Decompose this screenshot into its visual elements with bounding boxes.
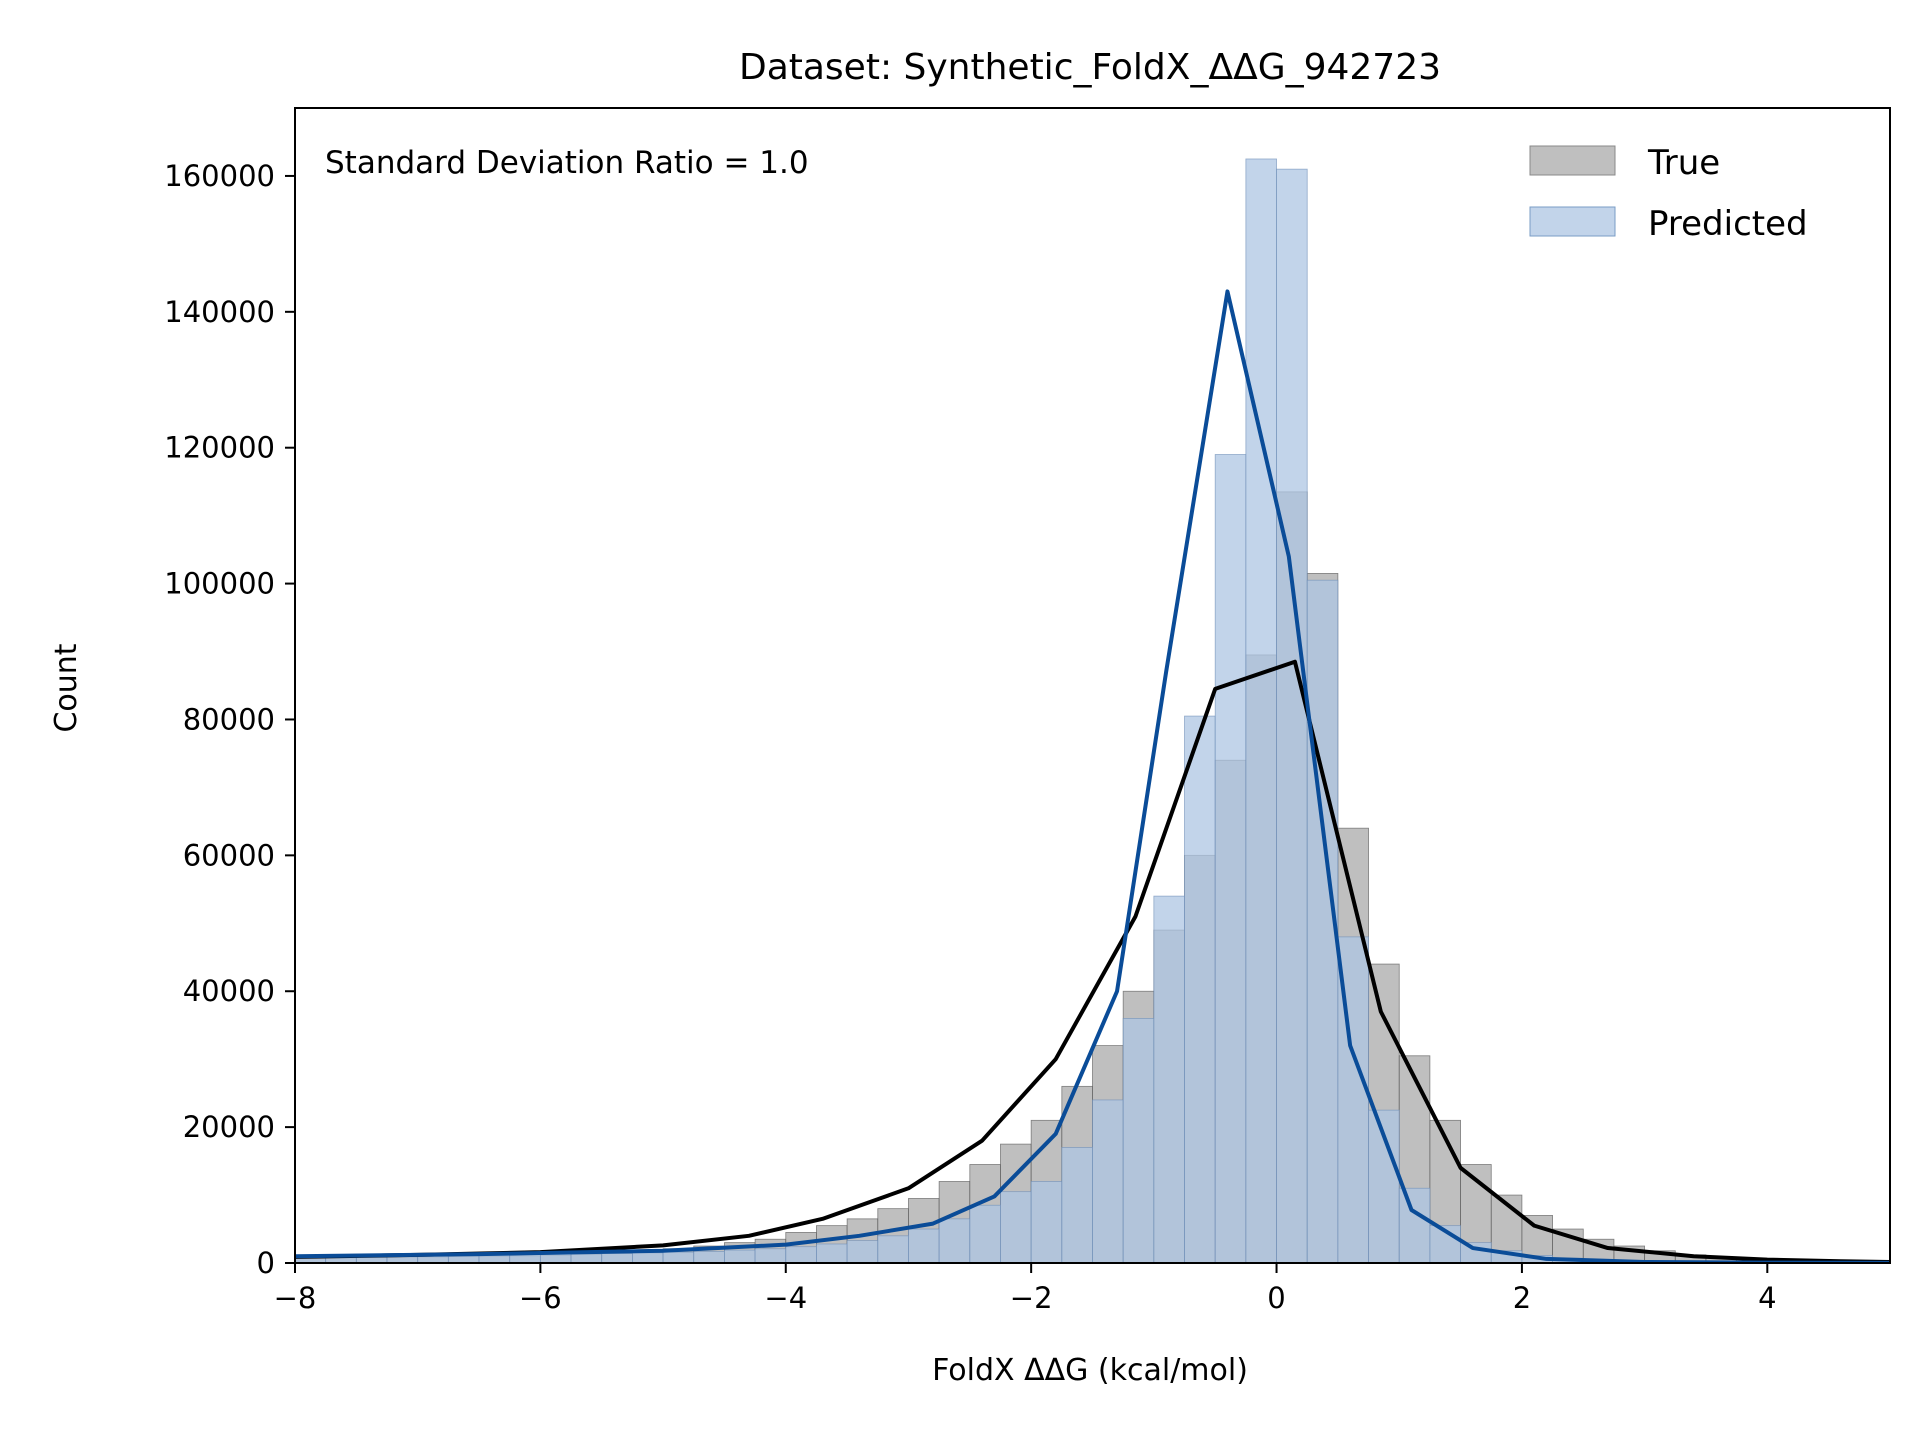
y-tick-label: 20000 <box>183 1110 275 1144</box>
x-axis: −8 −6 −4 −2 0 2 4 <box>274 1263 1777 1315</box>
bar-predicted-14 <box>724 1249 756 1263</box>
bar-predicted-16 <box>785 1246 817 1263</box>
bar-predicted-7 <box>509 1254 541 1263</box>
y-tick-label: 160000 <box>164 159 275 193</box>
bar-predicted-36 <box>1398 1187 1431 1263</box>
bar-predicted-15 <box>754 1248 787 1263</box>
bar-predicted-17 <box>816 1243 848 1263</box>
legend: True Predicted <box>1529 143 1808 244</box>
bar-predicted-29 <box>1184 715 1216 1263</box>
x-tick-label: −4 <box>764 1281 807 1315</box>
bar-predicted-23 <box>1000 1191 1032 1263</box>
bar-predicted-13 <box>693 1251 725 1263</box>
plot-frame <box>294 107 1891 1264</box>
sd-ratio-annotation: Standard Deviation Ratio = 1.0 <box>325 145 809 181</box>
bar-predicted-18 <box>846 1240 879 1263</box>
bar-predicted-12 <box>662 1251 695 1263</box>
y-tick-label: 140000 <box>164 295 275 329</box>
y-tick-label: 80000 <box>183 702 275 736</box>
bar-predicted-8 <box>539 1253 572 1263</box>
plot-area <box>295 158 1890 1263</box>
legend-swatch-true <box>1529 145 1616 176</box>
bar-predicted-27 <box>1122 1018 1155 1263</box>
bar-predicted-9 <box>570 1253 603 1263</box>
bar-predicted-35 <box>1368 1109 1400 1263</box>
y-axis-label: Count <box>49 643 84 732</box>
y-tick-label: 120000 <box>164 431 275 465</box>
bar-predicted-11 <box>632 1252 664 1263</box>
x-tick-label: 4 <box>1758 1281 1776 1315</box>
y-tick-label: 60000 <box>183 838 275 872</box>
bar-predicted-38 <box>1460 1242 1492 1263</box>
bar-predicted-26 <box>1092 1099 1124 1263</box>
bar-predicted-22 <box>969 1204 1001 1263</box>
bar-predicted-28 <box>1153 895 1185 1263</box>
y-tick-label: 100000 <box>164 567 275 601</box>
x-tick-label: −6 <box>519 1281 562 1315</box>
bar-predicted-20 <box>908 1228 940 1263</box>
bar-predicted-32 <box>1276 168 1308 1263</box>
x-tick-label: −8 <box>274 1281 317 1315</box>
kde-curve-predicted <box>295 289 1890 1263</box>
bar-predicted-21 <box>938 1218 971 1263</box>
y-tick-label: 40000 <box>183 974 275 1008</box>
bar-predicted-31 <box>1245 158 1277 1263</box>
bar-predicted-30 <box>1214 454 1247 1263</box>
chart-title: Dataset: Synthetic_FoldX_ΔΔG_942723 <box>739 47 1441 88</box>
x-axis-label: FoldX ΔΔG (kcal/mol) <box>932 1353 1248 1388</box>
y-tick-label: 0 <box>257 1246 275 1280</box>
kde-curve-true <box>295 659 1890 1263</box>
bar-predicted-19 <box>877 1235 909 1263</box>
legend-swatch-predicted <box>1529 206 1616 237</box>
bar-predicted-24 <box>1030 1181 1063 1263</box>
bar-predicted-10 <box>601 1253 633 1263</box>
x-tick-label: −2 <box>1010 1281 1053 1315</box>
x-tick-label: 2 <box>1513 1281 1531 1315</box>
legend-label-predicted: Predicted <box>1648 204 1808 244</box>
x-tick-label: 0 <box>1267 1281 1285 1315</box>
y-axis: 0 20000 40000 60000 80000 100000 120000 140000 1… <box>164 159 295 1280</box>
legend-label-true: True <box>1647 143 1720 183</box>
bar-predicted-25 <box>1061 1147 1093 1263</box>
